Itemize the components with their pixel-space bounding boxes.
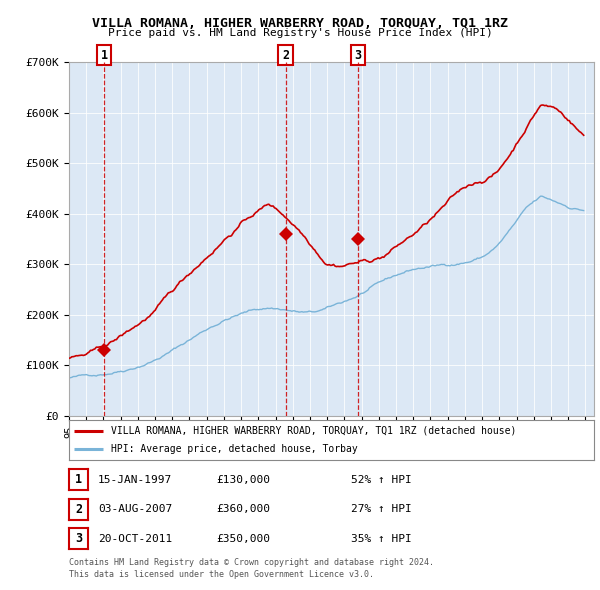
Text: Contains HM Land Registry data © Crown copyright and database right 2024.: Contains HM Land Registry data © Crown c… bbox=[69, 558, 434, 567]
Text: 03-AUG-2007: 03-AUG-2007 bbox=[98, 504, 172, 514]
Text: 1: 1 bbox=[75, 473, 82, 486]
Text: 15-JAN-1997: 15-JAN-1997 bbox=[98, 475, 172, 484]
Text: 20-OCT-2011: 20-OCT-2011 bbox=[98, 534, 172, 543]
Text: 2: 2 bbox=[75, 503, 82, 516]
Text: 3: 3 bbox=[355, 49, 362, 62]
Text: 35% ↑ HPI: 35% ↑ HPI bbox=[351, 534, 412, 543]
Text: £130,000: £130,000 bbox=[216, 475, 270, 484]
Text: VILLA ROMANA, HIGHER WARBERRY ROAD, TORQUAY, TQ1 1RZ: VILLA ROMANA, HIGHER WARBERRY ROAD, TORQ… bbox=[92, 17, 508, 30]
Text: This data is licensed under the Open Government Licence v3.0.: This data is licensed under the Open Gov… bbox=[69, 570, 374, 579]
Text: 1: 1 bbox=[101, 49, 107, 62]
Text: Price paid vs. HM Land Registry's House Price Index (HPI): Price paid vs. HM Land Registry's House … bbox=[107, 28, 493, 38]
Text: 27% ↑ HPI: 27% ↑ HPI bbox=[351, 504, 412, 514]
Text: £350,000: £350,000 bbox=[216, 534, 270, 543]
Text: 2: 2 bbox=[282, 49, 289, 62]
Text: VILLA ROMANA, HIGHER WARBERRY ROAD, TORQUAY, TQ1 1RZ (detached house): VILLA ROMANA, HIGHER WARBERRY ROAD, TORQ… bbox=[111, 426, 517, 436]
Text: HPI: Average price, detached house, Torbay: HPI: Average price, detached house, Torb… bbox=[111, 444, 358, 454]
Text: 52% ↑ HPI: 52% ↑ HPI bbox=[351, 475, 412, 484]
Text: £360,000: £360,000 bbox=[216, 504, 270, 514]
Text: 3: 3 bbox=[75, 532, 82, 545]
